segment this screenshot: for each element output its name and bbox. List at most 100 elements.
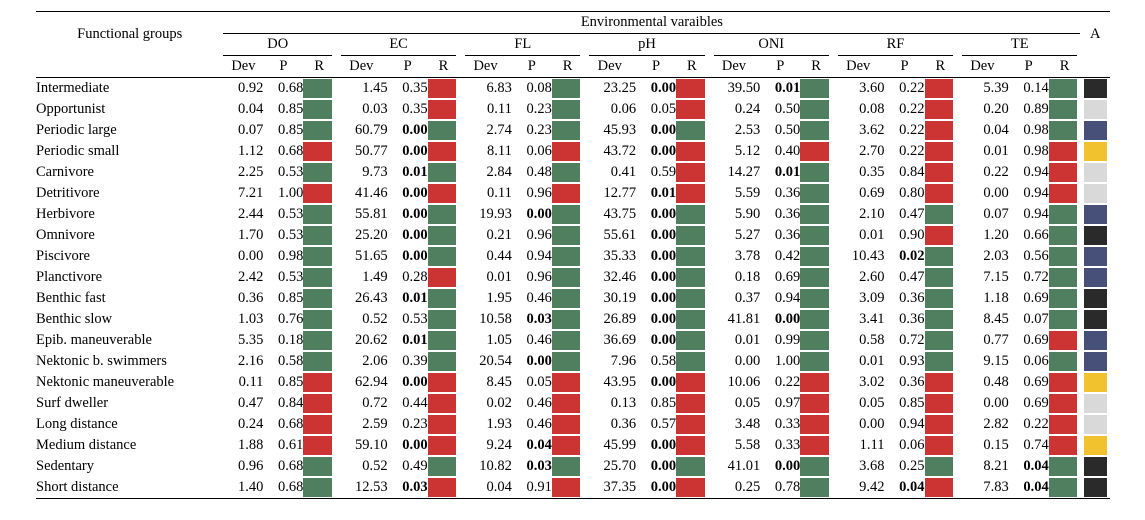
- dev-value: 0.18: [734, 269, 761, 285]
- dev-value: 26.89: [603, 311, 637, 327]
- r-color-box: [303, 289, 332, 308]
- p-value: 0.36: [774, 185, 801, 201]
- r-color-box: [676, 142, 705, 161]
- r-swatch: [303, 351, 335, 372]
- group-name: Opportunist: [36, 101, 106, 117]
- subheader-dev: Dev: [223, 56, 264, 78]
- r-swatch: [551, 162, 584, 183]
- group-name: Piscivore: [36, 248, 90, 264]
- dev-value: 0.00: [859, 416, 885, 432]
- group-name: Herbivore: [36, 206, 95, 222]
- r-color-box: [676, 415, 705, 434]
- r-swatch: [1048, 78, 1081, 100]
- subheader-r: R: [303, 56, 335, 78]
- r-color-box: [1048, 100, 1078, 119]
- table-row: Long distance 0.24 0.68 2.59 0.23 1.93 0.46 0.3…: [36, 414, 1110, 435]
- r-swatch: [427, 246, 460, 267]
- r-color-box: [303, 478, 332, 497]
- p-value: 0.69: [1023, 395, 1049, 411]
- dev-value: 0.08: [859, 101, 885, 117]
- p-value: 0.39: [402, 353, 428, 369]
- p-value: 0.23: [526, 101, 552, 117]
- r-color-box: [800, 331, 829, 350]
- p-value: 0.05: [526, 374, 552, 390]
- p-value: 0.22: [1023, 416, 1049, 432]
- r-swatch: [1048, 204, 1081, 225]
- p-value: 0.72: [1023, 269, 1049, 285]
- r-swatch: [676, 414, 708, 435]
- r-swatch: [924, 78, 957, 100]
- p-value: 0.00: [526, 353, 552, 369]
- dev-value: 0.11: [487, 101, 512, 117]
- table-row: Sedentary 0.96 0.68 0.52 0.49 10.82 0.03 25.70 0…: [36, 456, 1110, 477]
- dev-value: 60.79: [355, 122, 388, 138]
- r-color-box: [427, 142, 457, 161]
- dev-value: 5.59: [734, 185, 761, 201]
- r-swatch: [800, 99, 832, 120]
- p-value: 0.98: [278, 248, 304, 264]
- p-value: 0.47: [899, 206, 925, 222]
- dev-value: 10.43: [851, 248, 885, 264]
- dev-value: 20.54: [479, 353, 512, 369]
- dev-value: 0.01: [734, 332, 761, 348]
- r-color-box: [924, 163, 954, 182]
- subheader-p: P: [760, 56, 801, 78]
- table-row: Nektonic b. swimmers 2.16 0.58 2.06 0.39 20.5…: [36, 351, 1110, 372]
- table-row: Periodic large 0.07 0.85 60.79 0.00 2.74 0.23 4…: [36, 120, 1110, 141]
- r-color-box: [1048, 142, 1078, 161]
- p-value: 0.72: [899, 332, 925, 348]
- dev-value: 0.05: [859, 395, 885, 411]
- r-color-box: [800, 352, 829, 371]
- p-value: 0.44: [402, 395, 428, 411]
- r-color-box: [800, 163, 829, 182]
- r-swatch: [551, 309, 584, 330]
- r-swatch: [1048, 414, 1081, 435]
- p-value: 0.68: [278, 143, 304, 159]
- r-color-box: [427, 457, 457, 476]
- p-value: 0.01: [402, 164, 428, 180]
- group-name: Medium distance: [36, 437, 137, 453]
- dev-value: 2.74: [486, 122, 512, 138]
- dev-value: 7.15: [983, 269, 1009, 285]
- a-color-box: [1084, 163, 1107, 182]
- subheader-r: R: [427, 56, 460, 78]
- dev-value: 20.62: [355, 332, 388, 348]
- p-value: 1.00: [774, 353, 801, 369]
- dev-value: 0.13: [610, 395, 637, 411]
- group-name: Short distance: [36, 477, 224, 499]
- a-color-box: [1084, 100, 1107, 119]
- r-color-box: [800, 226, 829, 245]
- r-swatch: [1048, 330, 1081, 351]
- p-value: 0.46: [526, 332, 552, 348]
- a-swatch: [1080, 477, 1110, 499]
- dev-value: 45.99: [603, 437, 637, 453]
- r-swatch: [427, 267, 460, 288]
- r-swatch: [303, 309, 335, 330]
- subheader-blank: [1080, 56, 1110, 78]
- group-name: Sedentary: [36, 458, 94, 474]
- dev-value: 3.62: [859, 122, 885, 138]
- subheader-p: P: [511, 56, 552, 78]
- a-swatch: [1080, 414, 1110, 435]
- r-swatch: [1048, 456, 1081, 477]
- p-value: 0.02: [899, 248, 925, 264]
- r-color-box: [924, 226, 954, 245]
- a-color-box: [1084, 226, 1107, 245]
- p-value: 0.00: [402, 206, 428, 222]
- subheader-p: P: [1008, 56, 1049, 78]
- r-color-box: [1048, 184, 1078, 203]
- dev-value: 2.53: [734, 122, 761, 138]
- r-swatch: [551, 288, 584, 309]
- p-value: 0.04: [1008, 477, 1049, 499]
- r-swatch: [551, 435, 584, 456]
- dev-value: 0.00: [983, 395, 1009, 411]
- r-swatch: [924, 141, 957, 162]
- r-swatch: [551, 477, 584, 499]
- p-value: 0.42: [774, 248, 801, 264]
- r-swatch: [800, 456, 832, 477]
- p-value: 0.00: [650, 290, 677, 306]
- r-color-box: [427, 226, 457, 245]
- a-swatch: [1080, 267, 1110, 288]
- r-color-box: [551, 142, 581, 161]
- r-swatch: [551, 99, 584, 120]
